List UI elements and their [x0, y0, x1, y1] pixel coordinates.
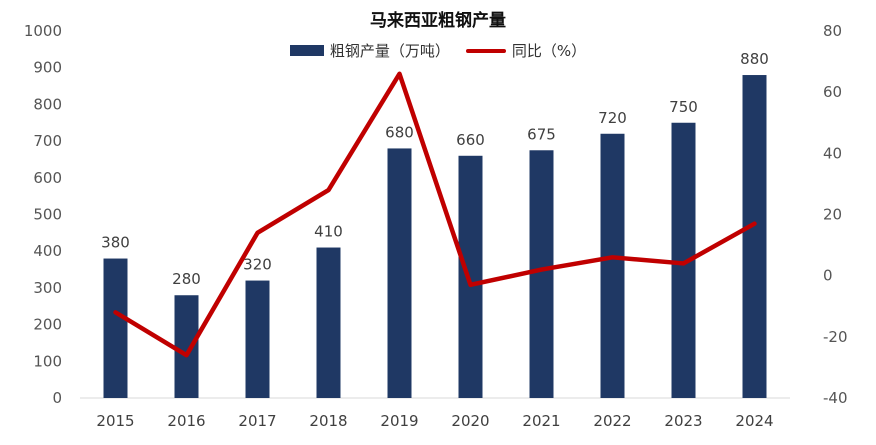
- bar: [174, 295, 199, 398]
- x-tick-label: 2018: [309, 412, 347, 430]
- legend-swatch-line: [465, 48, 506, 53]
- y-left-tick-label: 200: [33, 316, 62, 334]
- data-label: 880: [740, 50, 769, 68]
- bar: [600, 133, 625, 398]
- bar: [103, 258, 128, 398]
- series-line: [113, 71, 757, 358]
- y-left-tick-label: 300: [33, 279, 62, 297]
- y-left-tick-label: 800: [33, 95, 62, 113]
- y-left-tick-label: 700: [33, 132, 62, 150]
- legend-label-line: 同比（%）: [511, 42, 587, 60]
- y-right-tick-label: -40: [823, 389, 848, 407]
- x-tick-label: 2021: [522, 412, 560, 430]
- y-left-tick-label: 900: [33, 59, 62, 77]
- y-right-tick-label: -20: [823, 328, 848, 346]
- bar: [245, 280, 270, 398]
- y-left-tick-label: 500: [33, 206, 62, 224]
- y-right-tick-label: 20: [823, 206, 842, 224]
- legend-item-bar: 粗钢产量（万吨）: [289, 40, 450, 61]
- bar: [387, 148, 412, 398]
- legend: 粗钢产量（万吨） 同比（%）: [0, 40, 876, 61]
- data-label: 320: [243, 256, 272, 274]
- y-left-tick-label: 600: [33, 169, 62, 187]
- y-right-tick-label: 0: [823, 267, 833, 285]
- data-label: 680: [385, 123, 414, 141]
- chart-title: 马来西亚粗钢产量: [370, 11, 506, 31]
- y-right-tick-label: 40: [823, 144, 842, 162]
- data-label: 280: [172, 270, 201, 288]
- y-right-tick-label: 80: [823, 22, 842, 40]
- x-tick-label: 2024: [735, 412, 773, 430]
- data-label: 380: [101, 234, 130, 252]
- y-left-tick-label: 100: [33, 352, 62, 370]
- bar: [316, 247, 341, 398]
- x-tick-label: 2017: [238, 412, 276, 430]
- x-tick-label: 2016: [167, 412, 205, 430]
- data-label: 660: [456, 131, 485, 149]
- data-label: 675: [527, 125, 556, 143]
- x-tick-label: 2020: [451, 412, 489, 430]
- legend-item-line: 同比（%）: [465, 40, 587, 61]
- bar: [742, 75, 767, 398]
- data-label: 410: [314, 223, 343, 241]
- y-right-tick-label: 60: [823, 83, 842, 101]
- y-left-tick-label: 400: [33, 242, 62, 260]
- data-label: 750: [669, 98, 698, 116]
- bar: [458, 155, 483, 398]
- bar: [529, 150, 554, 398]
- legend-swatch-bar: [289, 45, 324, 56]
- legend-label-bar: 粗钢产量（万吨）: [329, 42, 450, 60]
- y-left-tick-label: 0: [52, 389, 62, 407]
- x-tick-label: 2015: [96, 412, 134, 430]
- x-tick-label: 2022: [593, 412, 631, 430]
- data-label: 720: [598, 109, 627, 127]
- x-tick-label: 2019: [380, 412, 418, 430]
- x-tick-label: 2023: [664, 412, 702, 430]
- y-left-tick-label: 1000: [24, 22, 62, 40]
